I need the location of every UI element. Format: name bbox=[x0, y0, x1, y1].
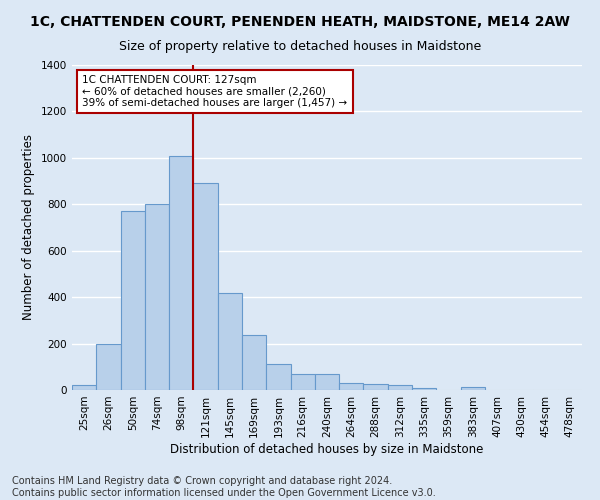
Bar bbox=[315, 374, 339, 390]
Bar bbox=[193, 184, 218, 390]
Text: 1C, CHATTENDEN COURT, PENENDEN HEATH, MAIDSTONE, ME14 2AW: 1C, CHATTENDEN COURT, PENENDEN HEATH, MA… bbox=[30, 15, 570, 29]
Bar bbox=[364, 384, 388, 390]
Bar bbox=[169, 156, 193, 390]
Bar bbox=[121, 211, 145, 390]
Text: Contains HM Land Registry data © Crown copyright and database right 2024.
Contai: Contains HM Land Registry data © Crown c… bbox=[12, 476, 436, 498]
Bar bbox=[96, 344, 121, 390]
Text: 1C CHATTENDEN COURT: 127sqm
← 60% of detached houses are smaller (2,260)
39% of : 1C CHATTENDEN COURT: 127sqm ← 60% of det… bbox=[82, 74, 347, 108]
Y-axis label: Number of detached properties: Number of detached properties bbox=[22, 134, 35, 320]
Bar bbox=[218, 292, 242, 390]
Bar bbox=[266, 364, 290, 390]
Bar bbox=[290, 374, 315, 390]
Bar bbox=[412, 388, 436, 390]
X-axis label: Distribution of detached houses by size in Maidstone: Distribution of detached houses by size … bbox=[170, 442, 484, 456]
Bar bbox=[339, 383, 364, 390]
Text: Size of property relative to detached houses in Maidstone: Size of property relative to detached ho… bbox=[119, 40, 481, 53]
Bar bbox=[72, 386, 96, 390]
Bar bbox=[242, 336, 266, 390]
Bar bbox=[388, 386, 412, 390]
Bar bbox=[461, 386, 485, 390]
Bar bbox=[145, 204, 169, 390]
